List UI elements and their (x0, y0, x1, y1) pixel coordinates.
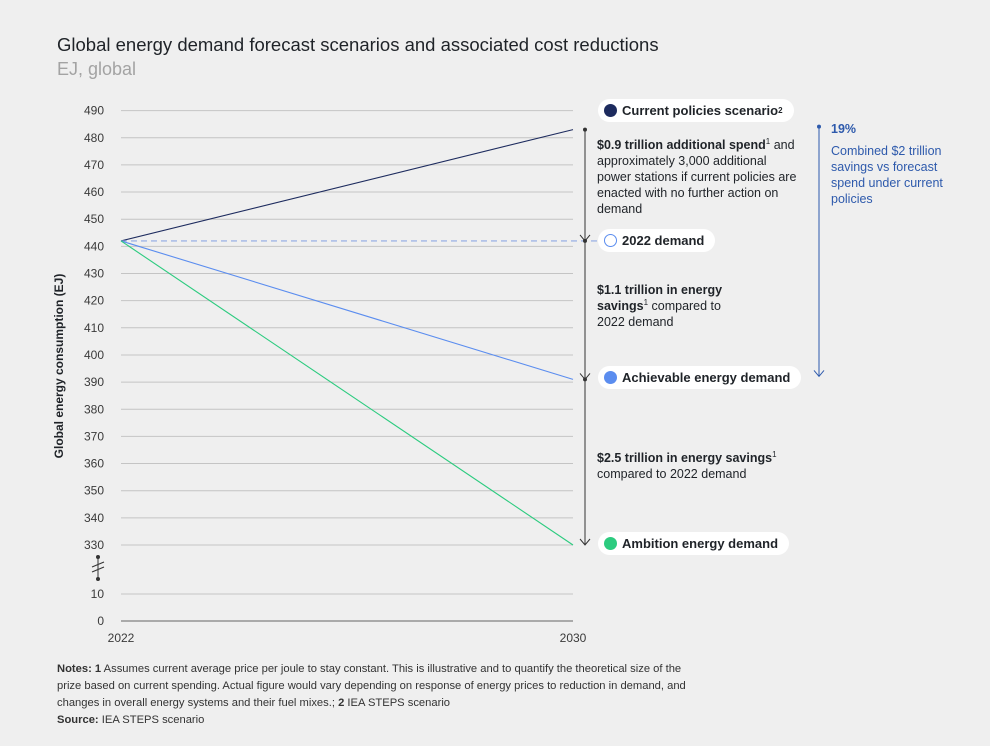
source-text: IEA STEPS scenario (101, 714, 205, 726)
axis-break-slash-2 (91, 566, 105, 573)
y-tick-label-450: 450 (84, 212, 104, 226)
y-tick-label-410: 410 (84, 321, 104, 335)
axis-break-slash-1 (91, 561, 105, 568)
annotation-energy-savings-achievable: $1.1 trillion in energy savings1 compare… (597, 282, 747, 330)
side-arrow-start-dot (817, 124, 821, 129)
axis-break-dot-top (96, 555, 100, 559)
footnotes: Notes: 1 Assumes current average price p… (57, 661, 697, 729)
source-label: Source: (57, 714, 99, 726)
legend-achievable: Achievable energy demand (598, 366, 802, 389)
annotation-achievable-text: compared to 2022 demand (597, 299, 721, 329)
legend-dot-achievable (604, 371, 617, 384)
legend-label-2022-demand: 2022 demand (622, 233, 705, 248)
annotation-additional-spend-bold: $0.9 trillion additional spend (597, 138, 766, 152)
y-tick-label-low-0: 0 (97, 614, 104, 628)
y-tick-label-480: 480 (84, 131, 104, 145)
legend-label-current-policies: Current policies scenario (622, 103, 779, 118)
note-1-text: Assumes current average price per joule … (57, 663, 686, 709)
annotation-ambition-text: compared to 2022 demand (597, 467, 747, 481)
arrow-2022-to-achievable-start-dot (583, 238, 587, 243)
series-line-3 (120, 240, 574, 546)
annotation-additional-spend-text: and approximately 3,000 additional power… (597, 138, 797, 216)
legend-dot-2022-demand (604, 234, 617, 247)
arrow-achievable-to-ambition-head (579, 538, 591, 546)
series-line-2 (120, 240, 574, 380)
legend-current-policies: Current policies scenario 2 (598, 99, 794, 122)
legend-dot-current-policies (604, 104, 617, 117)
note-2-number: 2 (338, 697, 345, 709)
annotation-additional-spend-sup: 1 (765, 136, 771, 146)
y-tick-label-470: 470 (84, 158, 104, 172)
arrow-current-to-2022-start-dot (583, 127, 587, 132)
y-tick-label-350: 350 (84, 484, 104, 498)
y-tick-label-490: 490 (84, 104, 104, 118)
notes-label: Notes: (57, 663, 92, 675)
side-arrow-head (813, 370, 825, 378)
y-tick-label-430: 430 (84, 267, 104, 281)
annotation-achievable-sup: 1 (643, 297, 649, 307)
annotation-achievable-bold: $1.1 trillion in energy savings (597, 283, 723, 313)
y-tick-label-420: 420 (84, 294, 104, 308)
legend-label-achievable: Achievable energy demand (622, 370, 791, 385)
y-tick-label-340: 340 (84, 511, 104, 525)
legend-ambition: Ambition energy demand (598, 532, 790, 555)
annotation-ambition-bold: $2.5 trillion in energy savings (597, 451, 773, 465)
y-tick-label-460: 460 (84, 185, 104, 199)
y-tick-label-400: 400 (84, 348, 104, 362)
x-tick-label-2030: 2030 (560, 631, 587, 645)
y-tick-label-370: 370 (84, 429, 104, 443)
legend-dot-ambition (604, 537, 617, 550)
side-note-percent: 19% (831, 122, 857, 136)
note-1-number: 1 (94, 663, 102, 675)
annotation-additional-spend: $0.9 trillion additional spend1 and appr… (597, 137, 797, 217)
note-2-text: IEA STEPS scenario (347, 697, 451, 709)
x-tick-label-2022: 2022 (108, 631, 135, 645)
y-tick-label-390: 390 (84, 375, 104, 389)
y-tick-label-440: 440 (84, 239, 104, 253)
annotation-ambition-sup: 1 (772, 449, 777, 459)
side-note-text: Combined $2 trillion savings vs forecast… (831, 144, 943, 206)
y-tick-label-360: 360 (84, 457, 104, 471)
annotation-energy-savings-ambition: $2.5 trillion in energy savings1 compare… (597, 450, 797, 482)
chart-subtitle: EJ, global (57, 59, 137, 79)
chart-title: Global energy demand forecast scenarios … (57, 34, 659, 55)
legend-label-ambition: Ambition energy demand (622, 536, 779, 551)
y-tick-label-low-10: 10 (91, 587, 105, 601)
axis-break-dot-bottom (96, 577, 100, 581)
series-line-0 (120, 129, 574, 242)
arrow-achievable-to-ambition-start-dot (583, 377, 587, 382)
y-tick-label-330: 330 (84, 538, 104, 552)
y-tick-label-380: 380 (84, 402, 104, 416)
legend-2022-demand: 2022 demand (598, 229, 716, 252)
